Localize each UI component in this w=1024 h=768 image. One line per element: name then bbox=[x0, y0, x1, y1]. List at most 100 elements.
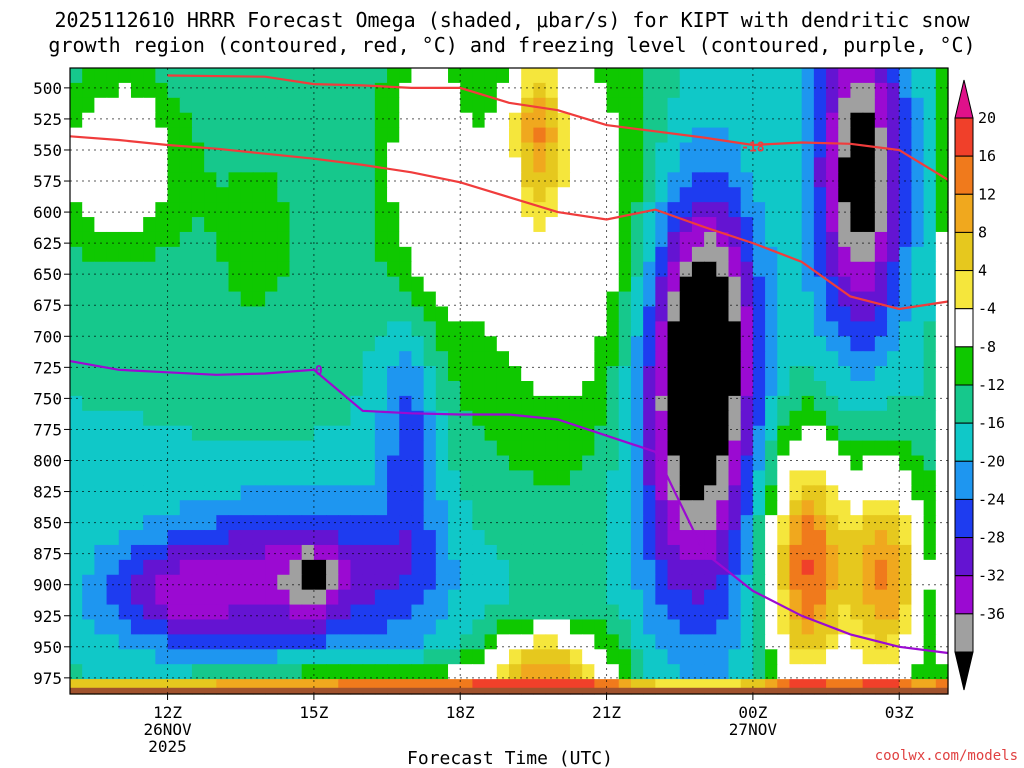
omega-cell bbox=[143, 172, 156, 188]
omega-cell bbox=[521, 470, 534, 486]
omega-cell bbox=[289, 172, 303, 188]
omega-cell bbox=[399, 544, 413, 561]
omega-cell bbox=[862, 455, 876, 472]
omega-cell bbox=[228, 470, 242, 486]
omega-cell bbox=[82, 336, 95, 352]
omega-cell bbox=[460, 485, 474, 501]
watermark[interactable]: coolwx.com/models bbox=[875, 748, 1018, 764]
omega-cell bbox=[496, 82, 510, 99]
omega-cell bbox=[411, 589, 425, 606]
omega-cell bbox=[460, 455, 474, 472]
omega-cell bbox=[545, 425, 559, 442]
omega-cell bbox=[911, 246, 925, 263]
omega-cell bbox=[594, 485, 608, 501]
omega-cell bbox=[338, 589, 352, 606]
omega-cell bbox=[460, 157, 474, 173]
omega-cell bbox=[643, 351, 656, 367]
omega-cell bbox=[899, 217, 913, 233]
omega-cell bbox=[484, 336, 498, 352]
omega-cell bbox=[899, 589, 913, 606]
omega-cell bbox=[143, 440, 156, 457]
omega-cell bbox=[728, 82, 742, 99]
omega-cell bbox=[850, 559, 864, 576]
omega-cell bbox=[387, 530, 400, 546]
omega-cell bbox=[691, 321, 705, 337]
omega-cell bbox=[533, 604, 547, 621]
omega-cell bbox=[118, 82, 132, 99]
omega-cell bbox=[704, 544, 717, 561]
omega-cell bbox=[935, 619, 949, 635]
omega-cell bbox=[765, 664, 778, 680]
omega-cell bbox=[106, 604, 120, 621]
omega-cell bbox=[228, 559, 242, 576]
omega-cell bbox=[728, 142, 742, 159]
omega-cell bbox=[765, 634, 778, 650]
omega-cell bbox=[240, 381, 254, 397]
omega-cell bbox=[655, 321, 669, 337]
omega-cell bbox=[240, 619, 254, 635]
omega-cell bbox=[728, 351, 742, 367]
omega-cell bbox=[448, 455, 461, 472]
omega-cell bbox=[70, 112, 83, 129]
omega-cell bbox=[435, 336, 449, 352]
omega-cell bbox=[204, 82, 217, 99]
colorbar-box bbox=[954, 422, 974, 462]
omega-cell bbox=[216, 410, 230, 427]
omega-cell bbox=[557, 246, 571, 263]
omega-cell bbox=[716, 202, 730, 218]
omega-cell bbox=[533, 381, 547, 397]
omega-cell bbox=[850, 485, 864, 501]
omega-cell bbox=[277, 276, 291, 293]
omega-cell bbox=[167, 187, 181, 203]
omega-cell bbox=[691, 172, 705, 188]
omega-cell bbox=[838, 410, 852, 427]
omega-cell bbox=[630, 351, 644, 367]
omega-cell bbox=[179, 410, 193, 427]
omega-cell bbox=[667, 395, 681, 412]
omega-cell bbox=[826, 157, 839, 173]
omega-cell bbox=[765, 544, 778, 561]
omega-cell bbox=[630, 336, 644, 352]
omega-cell bbox=[813, 157, 827, 173]
omega-cell bbox=[594, 127, 608, 144]
omega-cell bbox=[655, 470, 669, 486]
omega-cell bbox=[618, 634, 632, 650]
omega-cell bbox=[472, 485, 486, 501]
grid-lines bbox=[70, 68, 948, 694]
omega-cell bbox=[167, 261, 181, 278]
omega-cell bbox=[862, 68, 876, 84]
omega-cell bbox=[923, 574, 937, 591]
omega-cell bbox=[338, 455, 352, 472]
omega-cell bbox=[667, 321, 681, 337]
omega-cell bbox=[94, 649, 108, 665]
omega-cell bbox=[191, 425, 205, 442]
omega-cell bbox=[191, 291, 205, 308]
omega-cell bbox=[326, 470, 339, 486]
omega-cell bbox=[399, 455, 413, 472]
omega-cell bbox=[643, 515, 656, 531]
omega-cell bbox=[118, 455, 132, 472]
omega-cell bbox=[521, 410, 534, 427]
omega-cell bbox=[765, 351, 778, 367]
omega-cell bbox=[143, 604, 156, 621]
colorbar-label: -32 bbox=[978, 567, 1005, 585]
omega-cell bbox=[82, 231, 95, 248]
omega-cell bbox=[691, 500, 705, 516]
omega-cell bbox=[265, 649, 278, 665]
omega-cell bbox=[728, 306, 742, 322]
omega-cell bbox=[423, 157, 437, 173]
omega-cell bbox=[704, 470, 717, 486]
omega-cell bbox=[313, 440, 327, 457]
omega-cell bbox=[448, 246, 461, 263]
omega-cell bbox=[801, 157, 815, 173]
omega-cell bbox=[569, 634, 583, 650]
omega-cell bbox=[899, 97, 913, 114]
omega-cell bbox=[350, 470, 364, 486]
omega-cell bbox=[460, 604, 474, 621]
omega-cell bbox=[679, 381, 693, 397]
omega-cell bbox=[338, 112, 352, 129]
omega-cell bbox=[801, 649, 815, 665]
omega-cell bbox=[704, 202, 717, 218]
omega-cell bbox=[313, 470, 327, 486]
omega-cell bbox=[801, 336, 815, 352]
